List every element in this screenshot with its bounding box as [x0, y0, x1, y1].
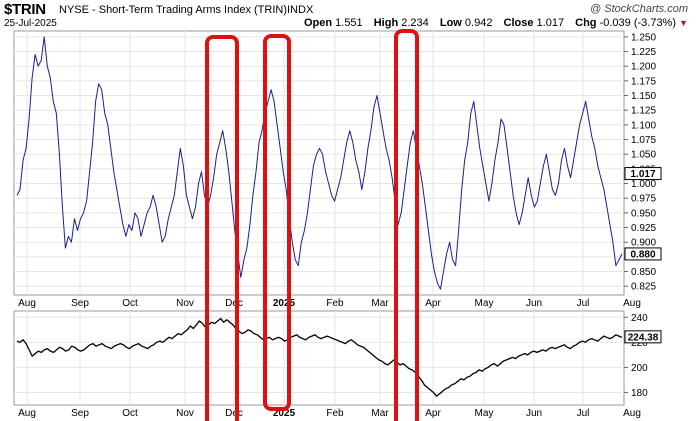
last-value-box	[624, 330, 662, 344]
last-value-box	[624, 167, 662, 181]
x-tick-label: Jun	[526, 408, 542, 419]
y-tick-label: 1.075	[631, 135, 656, 146]
x-tick-label: Oct	[122, 408, 138, 419]
y-tick-label: 0.825	[631, 282, 656, 293]
y-tick-label: 180	[631, 388, 648, 399]
x-tick-label: Dec	[225, 408, 243, 419]
secondary-value-box	[624, 247, 662, 261]
trin-panel: 0.8250.8500.8750.9000.9250.9500.9751.000…	[13, 30, 662, 309]
x-tick-label: Oct	[122, 298, 138, 309]
x-tick-label: May	[475, 298, 494, 309]
chart-date: 25-Jul-2025	[4, 18, 57, 29]
x-tick-label: Aug	[623, 298, 641, 309]
y-tick-label: 0.975	[631, 194, 656, 205]
highlight-annotations	[205, 29, 419, 421]
y-tick-label: 0.900	[631, 238, 656, 249]
brand-logo: @ StockCharts.com	[590, 3, 688, 15]
x-tick-label: Jul	[577, 408, 590, 419]
low-value: 0.942	[464, 17, 493, 29]
highlight-box	[263, 34, 291, 411]
y-tick-label: 1.175	[631, 76, 656, 87]
secondary-value-label: 0.880	[630, 249, 655, 260]
low-label: Low	[439, 17, 462, 29]
last-value-label: 224.38	[628, 332, 659, 343]
ticker-symbol: $TRIN	[4, 1, 46, 18]
y-tick-label: 0.950	[631, 208, 656, 219]
highlight-box	[205, 35, 239, 421]
y-tick-label: 1.000	[631, 179, 656, 190]
x-tick-label: Sep	[71, 298, 89, 309]
x-tick-label: Apr	[425, 408, 441, 419]
exchange-label: INDX	[287, 4, 314, 16]
x-tick-label: Nov	[176, 408, 194, 419]
x-tick-label: Sep	[71, 408, 89, 419]
y-tick-label: 1.250	[631, 32, 656, 43]
y-tick-label: 0.850	[631, 267, 656, 278]
x-tick-label: Aug	[18, 408, 36, 419]
x-tick-label: 2025	[273, 408, 296, 419]
quote-summary: Open 1.551 High 2.234 Low 0.942 Close 1.…	[304, 17, 688, 29]
y-tick-label: 1.225	[631, 47, 656, 58]
x-tick-label: Feb	[326, 408, 344, 419]
y-tick-label: 0.925	[631, 223, 656, 234]
x-tick-label: Apr	[425, 298, 441, 309]
last-value-label: 1.017	[630, 169, 655, 180]
y-tick-label: 1.100	[631, 120, 656, 131]
plot-frame	[13, 30, 625, 296]
series-line	[16, 36, 623, 290]
y-tick-label: 1.050	[631, 150, 656, 161]
x-tick-label: Aug	[623, 408, 641, 419]
x-tick-label: Jun	[526, 298, 542, 309]
y-tick-label: 1.150	[631, 91, 656, 102]
x-tick-label: Mar	[371, 408, 389, 419]
x-tick-label: Feb	[326, 298, 344, 309]
chg-label: Chg	[575, 17, 597, 29]
chg-value: -0.039 (-3.73%)	[599, 17, 677, 29]
chart-header: $TRIN NYSE - Short-Term Trading Arms Ind…	[0, 0, 700, 30]
high-label: High	[373, 17, 399, 29]
y-tick-label: 240	[631, 313, 648, 324]
close-label: Close	[503, 17, 534, 29]
high-value: 2.234	[401, 17, 429, 29]
close-value: 1.017	[536, 17, 565, 29]
x-tick-label: Nov	[176, 298, 194, 309]
highlight-box	[394, 29, 419, 421]
y-tick-label: 1.200	[631, 62, 656, 73]
x-tick-label: Dec	[225, 298, 243, 309]
x-tick-label: Mar	[371, 298, 389, 309]
x-tick-label: May	[475, 408, 494, 419]
y-tick-label: 200	[631, 363, 648, 374]
x-tick-label: Jul	[577, 298, 590, 309]
x-tick-label: 2025	[273, 298, 296, 309]
y-tick-label: 1.125	[631, 106, 656, 117]
price-panel: 180200220240AugSepOctNovDec2025FebMarApr…	[13, 310, 662, 419]
down-triangle-icon: ▼	[679, 18, 688, 28]
open-value: 1.551	[335, 17, 363, 29]
x-tick-label: Aug	[18, 298, 36, 309]
index-name: NYSE - Short-Term Trading Arms Index (TR…	[59, 4, 287, 16]
open-label: Open	[303, 17, 333, 29]
series-line	[16, 317, 623, 397]
plot-frame	[13, 310, 625, 406]
